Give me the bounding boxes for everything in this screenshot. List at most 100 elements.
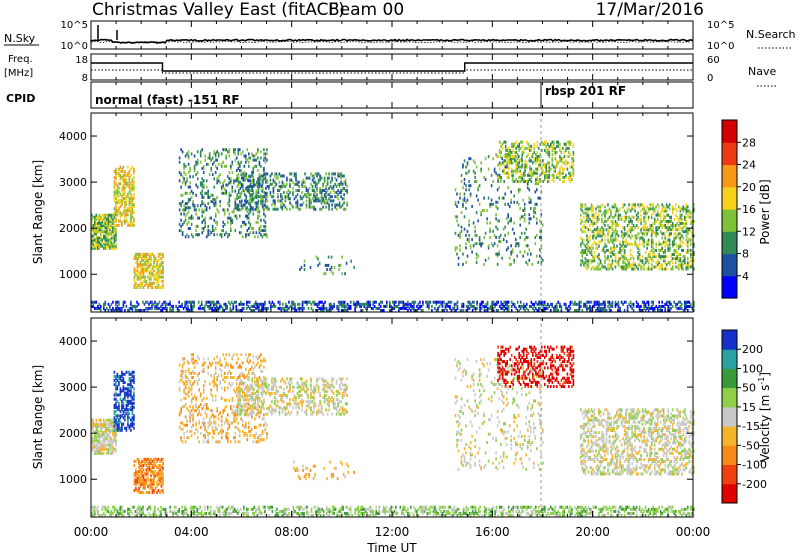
heatmap-cell <box>604 215 606 219</box>
heatmap-cell <box>520 157 523 161</box>
heatmap-cell <box>575 309 578 312</box>
heatmap-cell <box>98 451 101 455</box>
heatmap-cell <box>652 240 654 244</box>
heatmap-cell <box>151 286 154 289</box>
heatmap-cell <box>138 466 140 470</box>
heatmap-cell <box>489 236 491 239</box>
heatmap-cell <box>262 199 264 203</box>
heatmap-cell <box>112 449 114 453</box>
colorbar-swatch <box>722 120 737 143</box>
heatmap-cell <box>322 205 324 209</box>
heatmap-cell <box>151 300 153 304</box>
heatmap-cell <box>407 309 409 312</box>
heatmap-cell <box>197 306 200 310</box>
heatmap-cell <box>512 144 514 148</box>
heatmap-cell <box>261 229 264 233</box>
heatmap-cell <box>614 302 617 306</box>
heatmap-cell <box>159 286 161 289</box>
heatmap-cell <box>426 304 429 308</box>
heatmap-cell <box>125 217 128 221</box>
heatmap-cell <box>106 236 108 240</box>
heatmap-cell <box>148 275 151 279</box>
heatmap-cell <box>133 257 136 260</box>
heatmap-cell <box>599 205 602 209</box>
heatmap-cell <box>106 224 108 227</box>
heatmap-cell <box>211 156 214 160</box>
heatmap-cell <box>538 157 540 161</box>
heatmap-cell <box>286 182 288 186</box>
heatmap-cell <box>264 233 267 237</box>
heatmap-cell <box>122 180 125 184</box>
heatmap-cell <box>655 304 657 308</box>
heatmap-cell <box>254 235 256 239</box>
heatmap-cell <box>608 215 611 219</box>
heatmap-cell <box>504 192 506 196</box>
heatmap-cell <box>203 306 206 310</box>
heatmap-cell <box>106 230 108 234</box>
heatmap-cell <box>130 389 132 393</box>
heatmap-cell <box>301 191 303 195</box>
heatmap-cell <box>122 209 125 213</box>
heatmap-cell <box>393 302 396 306</box>
heatmap-cell <box>127 309 129 312</box>
heatmap-cell <box>677 306 680 310</box>
heatmap-cell <box>623 234 626 238</box>
heatmap-cell <box>587 248 590 252</box>
heatmap-cell <box>131 397 134 401</box>
heatmap-cell <box>281 205 284 209</box>
heatmap-cell <box>519 207 521 210</box>
heatmap-cell <box>228 216 231 220</box>
heatmap-cell <box>468 157 470 161</box>
heatmap-cell <box>118 194 120 198</box>
heatmap-cell <box>106 433 108 437</box>
heatmap-cell <box>124 309 126 312</box>
heatmap-cell <box>611 228 614 232</box>
heatmap-cell <box>133 418 135 422</box>
heatmap-cell <box>103 302 105 306</box>
heatmap-cell <box>673 236 675 240</box>
heatmap-cell <box>496 252 499 256</box>
heatmap-cell <box>668 234 671 238</box>
heatmap-cell <box>216 150 218 154</box>
heatmap-cell <box>614 211 617 215</box>
heatmap-cell <box>181 222 184 226</box>
heatmap-cell <box>110 230 113 234</box>
heatmap-cell <box>559 148 561 152</box>
heatmap-cell <box>677 236 680 240</box>
heatmap-cell <box>463 227 466 231</box>
heatmap-cell <box>483 306 486 310</box>
heatmap-cell <box>141 269 143 273</box>
heatmap-cell <box>659 224 662 227</box>
heatmap-cell <box>130 306 132 310</box>
heatmap-cell <box>668 302 671 306</box>
heatmap-cell <box>568 140 570 144</box>
heatmap-cell <box>679 207 682 211</box>
heatmap-cell <box>534 159 537 163</box>
heatmap-cell <box>544 178 546 181</box>
heatmap-cell <box>604 211 606 215</box>
heatmap-cell <box>113 215 116 219</box>
heatmap-cell <box>101 451 104 455</box>
heatmap-cell <box>261 306 263 310</box>
heatmap-cell <box>121 401 123 405</box>
heatmap-cell <box>135 482 137 486</box>
heatmap-cell <box>101 426 104 430</box>
heatmap-cell <box>130 186 132 190</box>
heatmap-cell <box>94 435 96 439</box>
heatmap-cell <box>586 215 588 219</box>
heatmap-cell <box>119 178 122 182</box>
heatmap-cell <box>211 193 214 197</box>
heatmap-cell <box>292 302 295 306</box>
heatmap-cell <box>477 254 479 258</box>
heatmap-cell <box>264 306 266 310</box>
heatmap-cell <box>130 408 132 412</box>
heatmap-cell <box>301 182 303 186</box>
heatmap-cell <box>121 223 123 227</box>
heatmap-cell <box>180 224 182 228</box>
heatmap-cell <box>274 184 276 188</box>
heatmap-cell <box>544 309 546 312</box>
heatmap-cell <box>113 431 116 435</box>
heatmap-cell <box>572 151 575 154</box>
heatmap-cell <box>446 302 448 306</box>
heatmap-cell <box>245 176 248 180</box>
